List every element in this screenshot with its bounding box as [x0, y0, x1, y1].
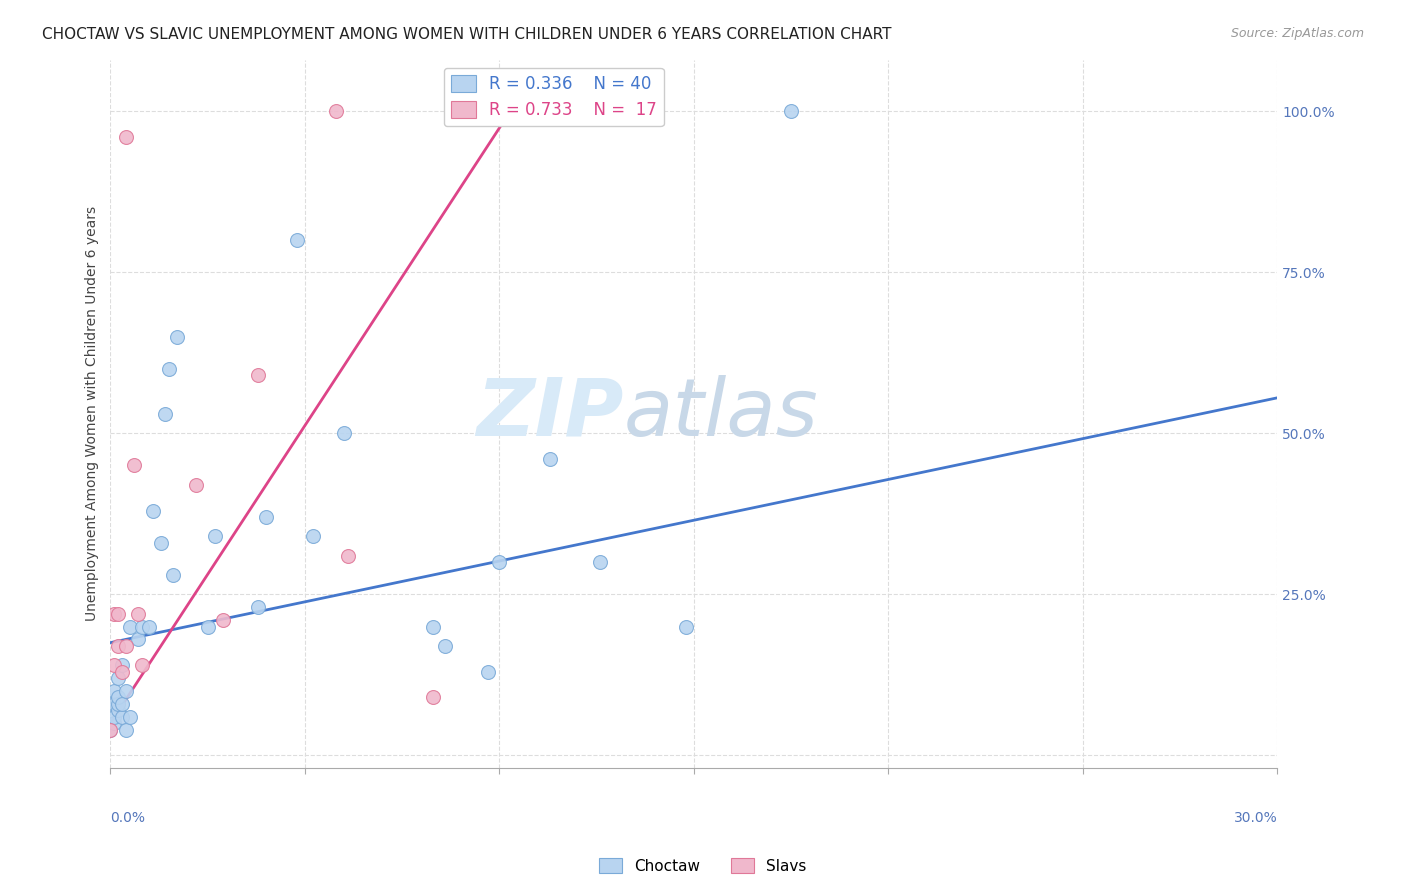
Point [477, 665, 499, 679]
Point [675, 619, 697, 633]
Point [780, 104, 803, 119]
Text: 0.0%: 0.0% [111, 811, 145, 825]
Point [433, 639, 456, 653]
Point [422, 619, 444, 633]
Y-axis label: Unemployment Among Women with Children Under 6 years: Unemployment Among Women with Children U… [86, 206, 100, 622]
Text: CHOCTAW VS SLAVIC UNEMPLOYMENT AMONG WOMEN WITH CHILDREN UNDER 6 YEARS CORRELATI: CHOCTAW VS SLAVIC UNEMPLOYMENT AMONG WOM… [42, 27, 891, 42]
Point [122, 458, 145, 473]
Point [115, 684, 138, 698]
Point [162, 568, 184, 582]
Point [118, 619, 141, 633]
Point [204, 529, 226, 543]
Point [103, 697, 125, 711]
Point [103, 684, 125, 698]
Point [422, 690, 444, 705]
Point [138, 619, 160, 633]
Point [115, 639, 138, 653]
Point [184, 477, 207, 491]
Point [131, 619, 153, 633]
Point [111, 665, 134, 679]
Point [589, 555, 612, 569]
Point [247, 368, 270, 383]
Text: atlas: atlas [624, 375, 818, 453]
Point [111, 658, 134, 673]
Point [103, 658, 125, 673]
Point [127, 632, 149, 647]
Point [103, 716, 125, 731]
Legend: R = 0.336    N = 40, R = 0.733    N =  17: R = 0.336 N = 40, R = 0.733 N = 17 [444, 68, 664, 126]
Point [538, 452, 561, 467]
Point [107, 607, 129, 621]
Point [142, 503, 165, 517]
Point [153, 407, 176, 421]
Point [157, 361, 180, 376]
Point [488, 555, 510, 569]
Point [107, 690, 129, 705]
Point [301, 529, 323, 543]
Point [336, 549, 359, 563]
Point [103, 607, 125, 621]
Point [107, 703, 129, 717]
Point [131, 658, 153, 673]
Point [115, 723, 138, 737]
Point [149, 536, 172, 550]
Point [111, 697, 134, 711]
Point [103, 710, 125, 724]
Point [333, 426, 356, 441]
Point [197, 619, 219, 633]
Point [212, 613, 235, 627]
Point [100, 723, 122, 737]
Point [100, 723, 122, 737]
Point [111, 710, 134, 724]
Point [127, 607, 149, 621]
Text: Source: ZipAtlas.com: Source: ZipAtlas.com [1230, 27, 1364, 40]
Point [325, 104, 347, 119]
Point [166, 329, 188, 343]
Point [107, 697, 129, 711]
Text: 30.0%: 30.0% [1233, 811, 1277, 825]
Point [285, 233, 308, 247]
Point [254, 510, 277, 524]
Point [107, 639, 129, 653]
Point [247, 600, 270, 615]
Text: ZIP: ZIP [477, 375, 624, 453]
Point [115, 129, 138, 144]
Point [118, 710, 141, 724]
Point [107, 671, 129, 685]
Legend: Choctaw, Slavs: Choctaw, Slavs [593, 852, 813, 880]
